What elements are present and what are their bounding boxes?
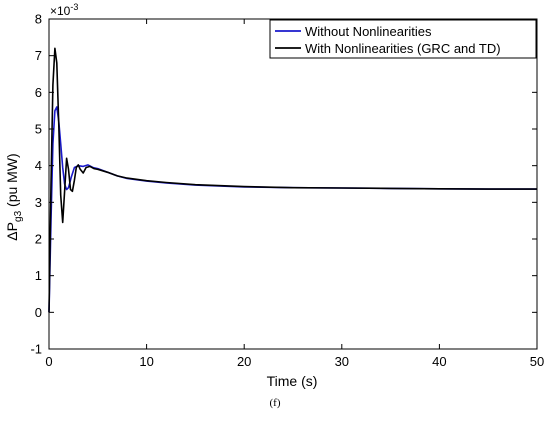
y-axis-label-suffix: (pu MW) [4, 153, 20, 211]
y-tick-label: 2 [35, 232, 42, 247]
x-tick-label: 50 [530, 354, 544, 369]
y-axis-label: ΔPg3 (pu MW) [4, 153, 24, 240]
y-tick-label: 0 [35, 305, 42, 320]
legend-label: Without Nonlinearities [305, 24, 432, 39]
legend-label: With Nonlinearities (GRC and TD) [305, 41, 501, 56]
y-tick-label: 6 [35, 85, 42, 100]
x-tick-label: 0 [45, 354, 52, 369]
figure-caption: (f) [269, 397, 281, 409]
y-tick-label: 7 [35, 48, 42, 63]
y-axis-label-prefix: ΔP [4, 222, 20, 241]
y-axis-multiplier-exponent: -3 [70, 2, 78, 12]
series-line-without-nonlinearities [48, 106, 537, 313]
x-tick-label: 20 [237, 354, 251, 369]
x-tick-label: 10 [139, 354, 153, 369]
y-axis-multiplier-base: ×10 [50, 4, 71, 18]
y-tick-label: 1 [35, 268, 42, 283]
y-tick-label: 8 [35, 12, 42, 27]
y-axis-label-subscript: g3 [13, 210, 24, 222]
x-tick-label: 40 [432, 354, 446, 369]
y-tick-label: -1 [30, 342, 42, 357]
y-axis-multiplier: ×10-3 [50, 2, 78, 18]
legend-box [269, 19, 537, 59]
y-tick-label: 4 [35, 158, 42, 173]
axis-labels: Time (s) ΔPg3 (pu MW) ×10-3 [4, 2, 317, 389]
x-tick-label: 30 [335, 354, 349, 369]
y-tick-label: 5 [35, 122, 42, 137]
axes-box [48, 18, 538, 350]
y-tick-label: 3 [35, 195, 42, 210]
x-axis-label: Time (s) [267, 373, 318, 389]
legend: Without Nonlinearities With Nonlinearitie… [269, 19, 537, 59]
series-line-with-nonlinearities [48, 47, 537, 313]
plot-area [48, 47, 537, 313]
